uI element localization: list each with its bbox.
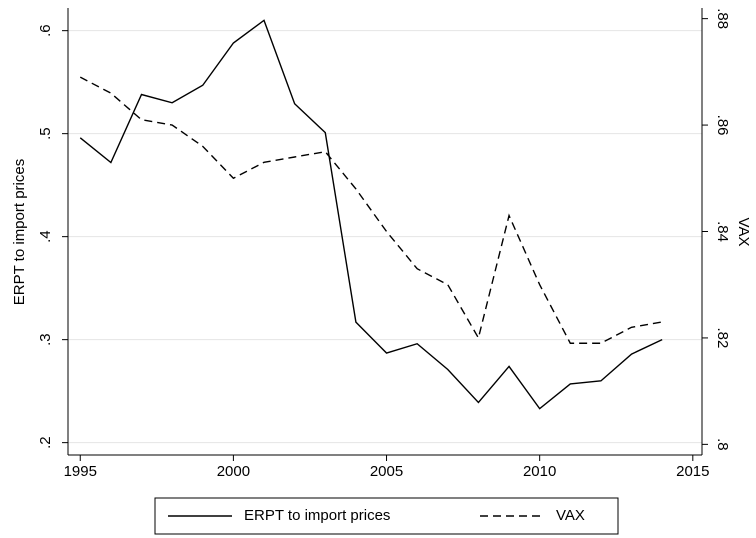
x-tick-label: 1995 — [64, 463, 97, 480]
y2-axis-title: VAX — [735, 218, 752, 247]
y-tick-label: .5 — [37, 127, 54, 140]
legend-label: VAX — [556, 507, 585, 524]
legend-label: ERPT to import prices — [244, 507, 390, 524]
y2-tick-label: .86 — [714, 115, 731, 136]
y-tick-label: .3 — [37, 333, 54, 346]
y2-tick-label: .84 — [714, 221, 731, 242]
x-tick-label: 2010 — [523, 463, 556, 480]
y-tick-label: .2 — [37, 436, 54, 449]
y-axis-title: ERPT to import prices — [11, 159, 28, 305]
y2-tick-label: .8 — [714, 438, 731, 451]
y-tick-label: .4 — [37, 230, 54, 243]
x-tick-label: 2000 — [217, 463, 250, 480]
x-tick-label: 2015 — [676, 463, 709, 480]
series-line — [79, 76, 663, 344]
y2-tick-label: .88 — [714, 8, 731, 29]
legend-box — [154, 497, 619, 535]
x-tick-label: 2005 — [370, 463, 403, 480]
y2-tick-label: .82 — [714, 327, 731, 348]
y-tick-label: .6 — [37, 24, 54, 37]
series-line — [79, 19, 663, 410]
